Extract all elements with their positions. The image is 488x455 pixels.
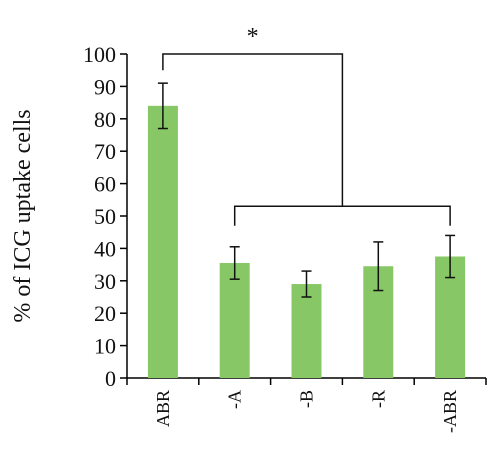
lower-bracket [233, 205, 451, 226]
bar [291, 284, 322, 378]
bar [219, 262, 250, 378]
y-tick-label: 0 [105, 366, 116, 391]
significance-bracket [162, 53, 451, 226]
y-axis: 0 10 20 30 40 50 60 70 80 90 100 [83, 42, 128, 391]
x-category-label: -B [297, 390, 317, 408]
y-tick-label: 100 [83, 42, 116, 67]
y-tick-label: 90 [94, 74, 116, 99]
upper-bracket [162, 53, 344, 207]
x-category-label: -R [368, 390, 388, 408]
x-category-label: -A [225, 390, 245, 409]
x-axis: ABR -A -B -R -ABR [126, 377, 487, 433]
y-tick-label: 70 [94, 139, 116, 164]
y-tick-label: 80 [94, 107, 116, 132]
significance-asterisk: * [247, 24, 259, 50]
bar [147, 105, 178, 378]
y-tick-label: 50 [94, 204, 116, 229]
x-category-label: ABR [153, 390, 173, 427]
y-tick-label: 40 [94, 236, 116, 261]
bars [147, 105, 466, 378]
error-bars [157, 82, 456, 298]
y-tick-label: 60 [94, 172, 116, 197]
y-tick-label: 20 [94, 301, 116, 326]
x-category-label: -ABR [440, 390, 460, 433]
y-axis-title: % of ICG uptake cells [10, 109, 36, 322]
y-tick-label: 10 [94, 334, 116, 359]
y-tick-label: 30 [94, 269, 116, 294]
